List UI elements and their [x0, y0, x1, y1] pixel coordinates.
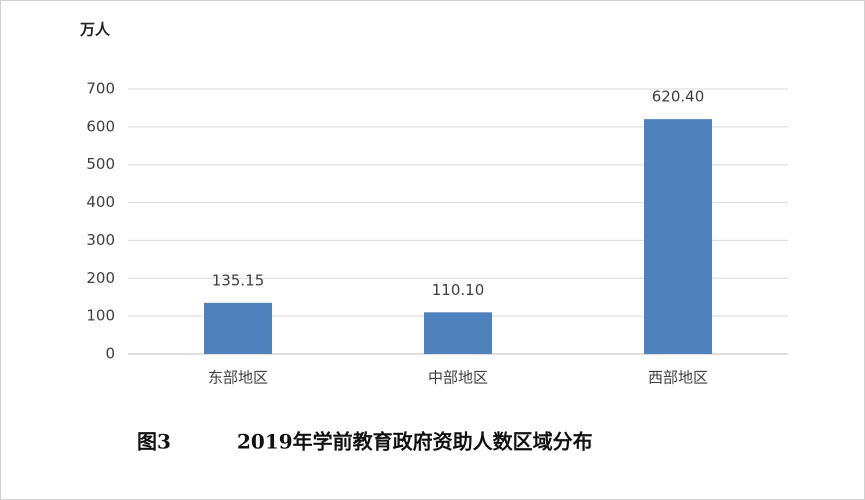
- y-tick-label: 200: [86, 269, 115, 287]
- data-label: 620.40: [652, 88, 705, 106]
- y-tick-label: 0: [105, 345, 115, 363]
- y-tick-label: 600: [86, 117, 115, 135]
- chart-title: 2019年学前教育政府资助人数区域分布: [237, 430, 593, 454]
- y-tick-label: 400: [86, 193, 115, 211]
- y-tick-label: 100: [86, 307, 115, 325]
- bar: [424, 312, 492, 354]
- x-tick-label: 中部地区: [428, 369, 488, 387]
- y-tick-label: 300: [86, 231, 115, 249]
- x-tick-label: 东部地区: [208, 369, 268, 387]
- bar: [204, 302, 272, 354]
- bar: [644, 119, 712, 355]
- y-axis-label: 万人: [79, 21, 111, 39]
- data-label: 110.10: [432, 281, 485, 299]
- data-label: 135.15: [212, 271, 265, 289]
- y-tick-label: 700: [86, 80, 115, 98]
- figure-label: 图3: [137, 430, 171, 454]
- x-tick-label: 西部地区: [648, 369, 708, 387]
- y-tick-label: 500: [86, 155, 115, 173]
